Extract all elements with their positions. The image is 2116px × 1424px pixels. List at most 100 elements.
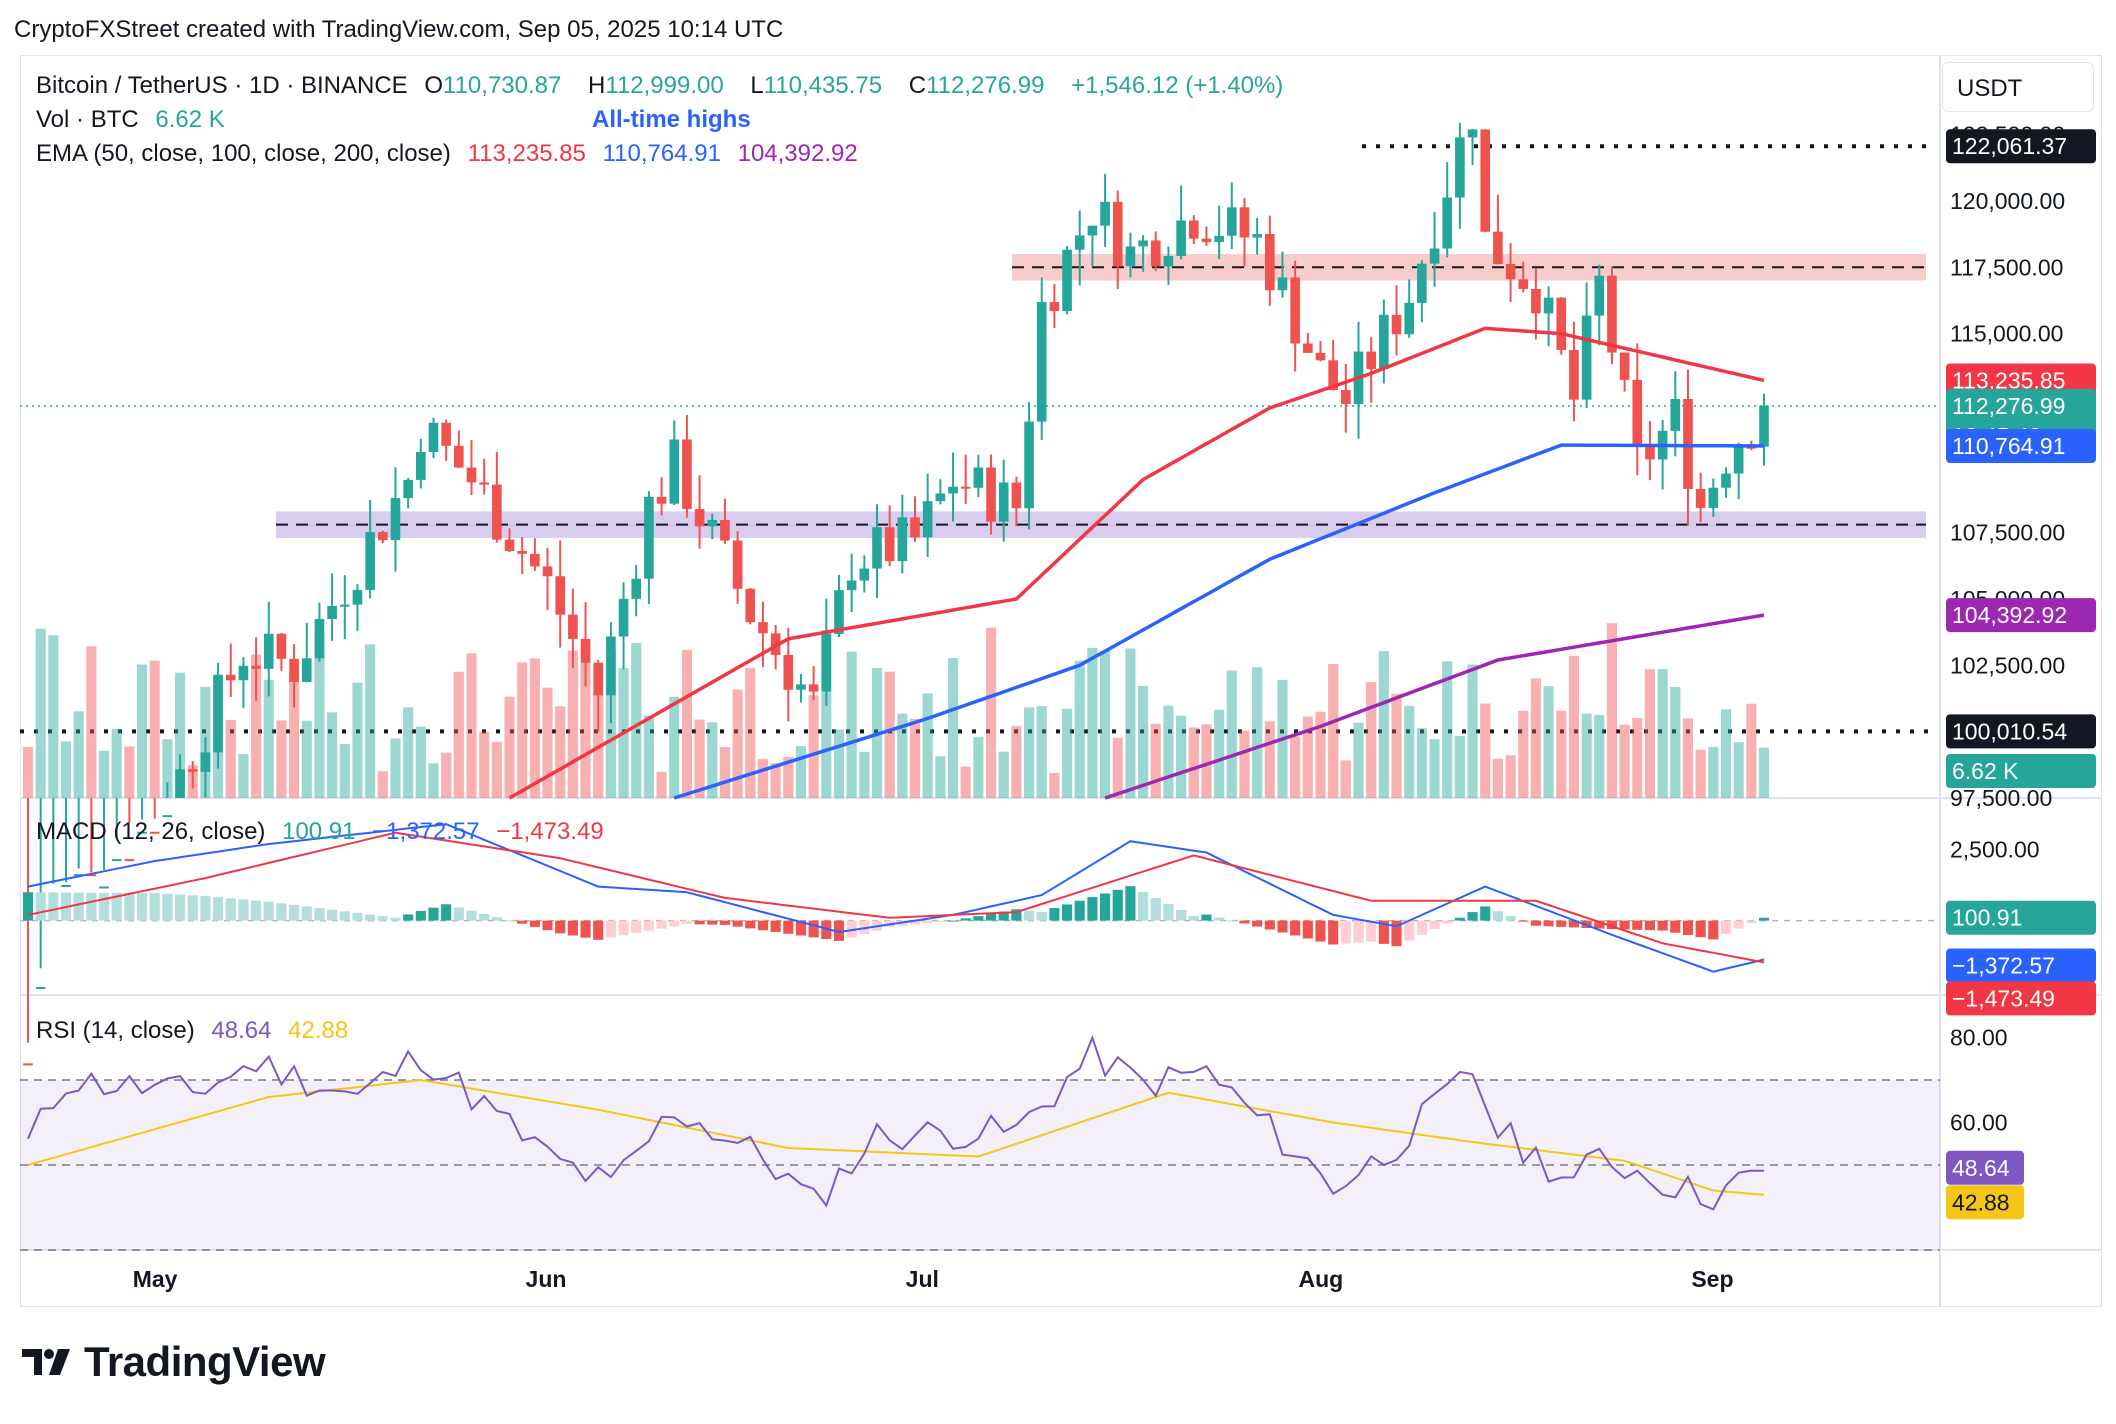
- legend-low: 110,435.75: [763, 72, 883, 99]
- volume-bar: [1087, 647, 1098, 798]
- legend-macd-line: −1,372.57: [372, 818, 480, 845]
- volume-bar: [681, 649, 692, 798]
- legend-volume-label[interactable]: Vol · BTC: [36, 106, 139, 133]
- macd-histogram-bar: [770, 920, 781, 932]
- volume-bar: [1176, 715, 1187, 798]
- candle-body: [175, 769, 185, 798]
- volume-bar: [1100, 650, 1111, 798]
- macd-histogram-bar: [517, 920, 528, 924]
- currency-selector[interactable]: USDT: [1942, 62, 2094, 112]
- candle-body: [593, 662, 604, 696]
- candle-body: [1264, 234, 1275, 291]
- candle-body: [669, 439, 680, 504]
- volume-bar: [1315, 711, 1326, 798]
- price-axis-tag-ema100: [1946, 429, 2096, 464]
- candle-body: [1176, 220, 1186, 257]
- macd-histogram-bar: [1138, 892, 1149, 921]
- macd-histogram-bar: [1758, 917, 1770, 921]
- legend-rsi-label[interactable]: RSI (14, close): [36, 1017, 195, 1044]
- volume-bar: [529, 658, 540, 798]
- volume-bar: [73, 711, 84, 798]
- tradingview-logo[interactable]: TradingView: [22, 1338, 326, 1386]
- candle-body: [618, 598, 629, 637]
- macd-histogram-bar: [1454, 917, 1465, 921]
- macd-histogram-bar: [1619, 920, 1630, 930]
- macd-histogram-bar: [149, 893, 160, 921]
- candle-body: [1125, 246, 1136, 267]
- ema-line-ema50: [508, 326, 1765, 800]
- volume-bar: [238, 754, 249, 798]
- candle-body: [238, 665, 249, 681]
- candle-body: [23, 1063, 33, 1066]
- volume-bar: [707, 722, 718, 798]
- macd-histogram-bar: [276, 903, 287, 921]
- legend-macd-label[interactable]: MACD (12, 26, close): [36, 818, 266, 845]
- volume-bar: [327, 712, 338, 798]
- macd-histogram-bar: [377, 916, 388, 921]
- macd-histogram-bar: [187, 895, 198, 921]
- volume-bar: [1467, 664, 1478, 798]
- volume-bar: [643, 715, 654, 798]
- macd-histogram-bar: [1492, 911, 1503, 921]
- legend-ema-label[interactable]: EMA (50, close, 100, close, 200, close): [36, 140, 451, 167]
- candle-body: [441, 422, 451, 446]
- volume-bar: [1125, 648, 1136, 798]
- candle-body: [1455, 137, 1465, 198]
- candle-body: [187, 769, 198, 772]
- volume-bar: [1695, 749, 1706, 798]
- macd-histogram-bar: [833, 920, 845, 941]
- macd-histogram-bar: [1264, 920, 1275, 930]
- candle-body: [365, 532, 375, 590]
- candle-body: [504, 539, 515, 551]
- volume-bar: [124, 746, 135, 798]
- price-axis-tick: 102,500.00: [1950, 652, 2065, 678]
- legend-change: +1,546.12 (+1.40%): [1071, 72, 1284, 99]
- macd-histogram-bar: [1353, 920, 1364, 943]
- macd-histogram-bar: [428, 907, 439, 921]
- legend-row-volume: Vol · BTC 6.62 K: [36, 106, 235, 134]
- chart-frame[interactable]: [20, 55, 2102, 1307]
- macd-histogram-bar: [808, 920, 819, 938]
- candle-body: [403, 479, 413, 499]
- macd-histogram-bar: [985, 913, 997, 921]
- volume-bar: [22, 746, 34, 798]
- volume-bar: [821, 629, 832, 798]
- macd-histogram-bar: [415, 911, 426, 921]
- macd-histogram-bar: [35, 892, 46, 921]
- macd-histogram-bar: [922, 920, 933, 924]
- candle-body: [1188, 220, 1199, 239]
- macd-histogram-bar: [1087, 897, 1098, 921]
- macd-histogram-bar: [86, 892, 97, 921]
- macd-histogram-bar: [22, 892, 34, 921]
- volume-bar: [415, 726, 426, 798]
- price-axis-tick: 120,000.00: [1950, 188, 2065, 214]
- candle-body: [758, 622, 768, 634]
- volume-bar: [593, 691, 604, 798]
- legend-close: 112,276.99: [926, 72, 1045, 99]
- legend-high: 112,999.00: [605, 72, 724, 99]
- candle-body: [1024, 421, 1034, 509]
- volume-bar: [1239, 730, 1250, 798]
- legend-volume: 6.62 K: [155, 106, 225, 133]
- volume-bar: [251, 654, 262, 798]
- candle-body: [948, 486, 958, 494]
- candle-body: [1062, 249, 1072, 312]
- legend-symbol[interactable]: Bitcoin / TetherUS · 1D · BINANCE: [36, 72, 408, 99]
- volume-bar: [1720, 709, 1732, 798]
- volume-bar: [289, 673, 300, 798]
- ema-line-ema200: [1104, 613, 1765, 800]
- candle-body: [720, 519, 730, 541]
- volume-bar: [98, 750, 110, 798]
- volume-bar: [1252, 667, 1263, 798]
- macd-histogram-bar: [1226, 920, 1237, 922]
- volume-bar: [998, 751, 1009, 798]
- macd-histogram-bar: [314, 908, 325, 921]
- volume-bar: [669, 696, 680, 798]
- volume-bar: [1023, 707, 1035, 798]
- volume-bar: [1011, 726, 1022, 798]
- candle-body: [555, 576, 566, 615]
- candle-body: [542, 566, 553, 577]
- volume-bar: [403, 707, 414, 798]
- volume-bar: [491, 741, 502, 798]
